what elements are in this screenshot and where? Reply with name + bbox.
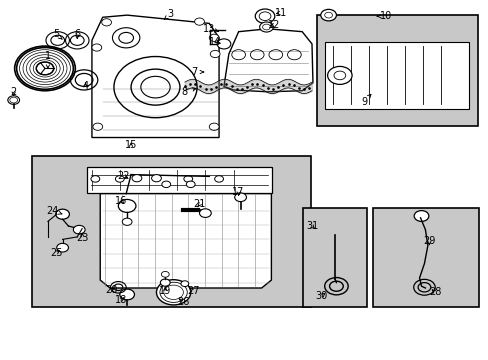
Text: 17: 17 <box>232 186 244 197</box>
Circle shape <box>57 243 68 252</box>
Text: 11: 11 <box>274 8 287 18</box>
Circle shape <box>8 96 20 104</box>
Circle shape <box>320 9 336 21</box>
Circle shape <box>217 39 230 49</box>
Circle shape <box>183 176 192 182</box>
Circle shape <box>118 199 136 212</box>
Circle shape <box>151 175 161 182</box>
Text: 29: 29 <box>422 236 435 246</box>
Circle shape <box>156 280 190 305</box>
Circle shape <box>186 181 195 188</box>
Bar <box>303 208 366 307</box>
Text: 4: 4 <box>82 81 88 91</box>
Circle shape <box>259 22 273 32</box>
Bar <box>316 15 477 126</box>
Circle shape <box>56 209 69 219</box>
Text: 20: 20 <box>105 285 118 295</box>
Circle shape <box>234 193 246 202</box>
Text: 10: 10 <box>376 11 392 21</box>
Text: 6: 6 <box>74 29 80 39</box>
Text: 16: 16 <box>115 196 127 206</box>
Text: 7: 7 <box>191 67 203 77</box>
Bar <box>32 156 311 307</box>
Circle shape <box>93 123 102 130</box>
Circle shape <box>327 66 351 85</box>
Circle shape <box>194 18 204 25</box>
Circle shape <box>92 44 102 51</box>
Text: 5: 5 <box>53 29 62 39</box>
Text: 2: 2 <box>11 87 17 97</box>
Text: 23: 23 <box>76 233 88 243</box>
Circle shape <box>161 271 169 277</box>
Circle shape <box>209 123 219 130</box>
Text: 8: 8 <box>182 87 196 97</box>
Circle shape <box>91 176 100 182</box>
Polygon shape <box>87 167 271 193</box>
Text: 27: 27 <box>186 286 199 296</box>
Text: 21: 21 <box>193 199 205 210</box>
Circle shape <box>199 209 211 217</box>
Text: 15: 15 <box>124 140 137 150</box>
Text: 14: 14 <box>208 37 221 48</box>
Circle shape <box>413 211 428 221</box>
Circle shape <box>132 175 142 182</box>
Circle shape <box>209 34 219 41</box>
Circle shape <box>160 279 170 286</box>
Text: 25: 25 <box>50 248 62 258</box>
Text: 9: 9 <box>361 94 370 107</box>
Circle shape <box>210 50 220 58</box>
Polygon shape <box>224 29 312 92</box>
Polygon shape <box>100 194 271 288</box>
Text: 12: 12 <box>267 20 280 30</box>
Circle shape <box>162 181 170 188</box>
Text: 1: 1 <box>45 51 51 68</box>
Bar <box>372 208 478 307</box>
Text: 30: 30 <box>315 291 327 301</box>
Text: 24: 24 <box>46 206 62 216</box>
Circle shape <box>255 9 274 23</box>
Text: 28: 28 <box>428 287 441 297</box>
Text: 19: 19 <box>159 286 171 296</box>
Circle shape <box>120 289 134 300</box>
Polygon shape <box>325 42 468 109</box>
Circle shape <box>214 176 223 182</box>
Circle shape <box>122 218 132 225</box>
Text: 18: 18 <box>115 294 127 305</box>
Text: 26: 26 <box>177 297 189 307</box>
Text: 31: 31 <box>305 221 318 231</box>
Circle shape <box>73 225 85 234</box>
Text: 22: 22 <box>117 171 129 181</box>
Polygon shape <box>92 15 219 138</box>
Circle shape <box>181 281 188 287</box>
Text: 3: 3 <box>164 9 173 19</box>
Circle shape <box>115 176 124 182</box>
Text: 13: 13 <box>203 24 218 34</box>
Circle shape <box>102 19 111 26</box>
